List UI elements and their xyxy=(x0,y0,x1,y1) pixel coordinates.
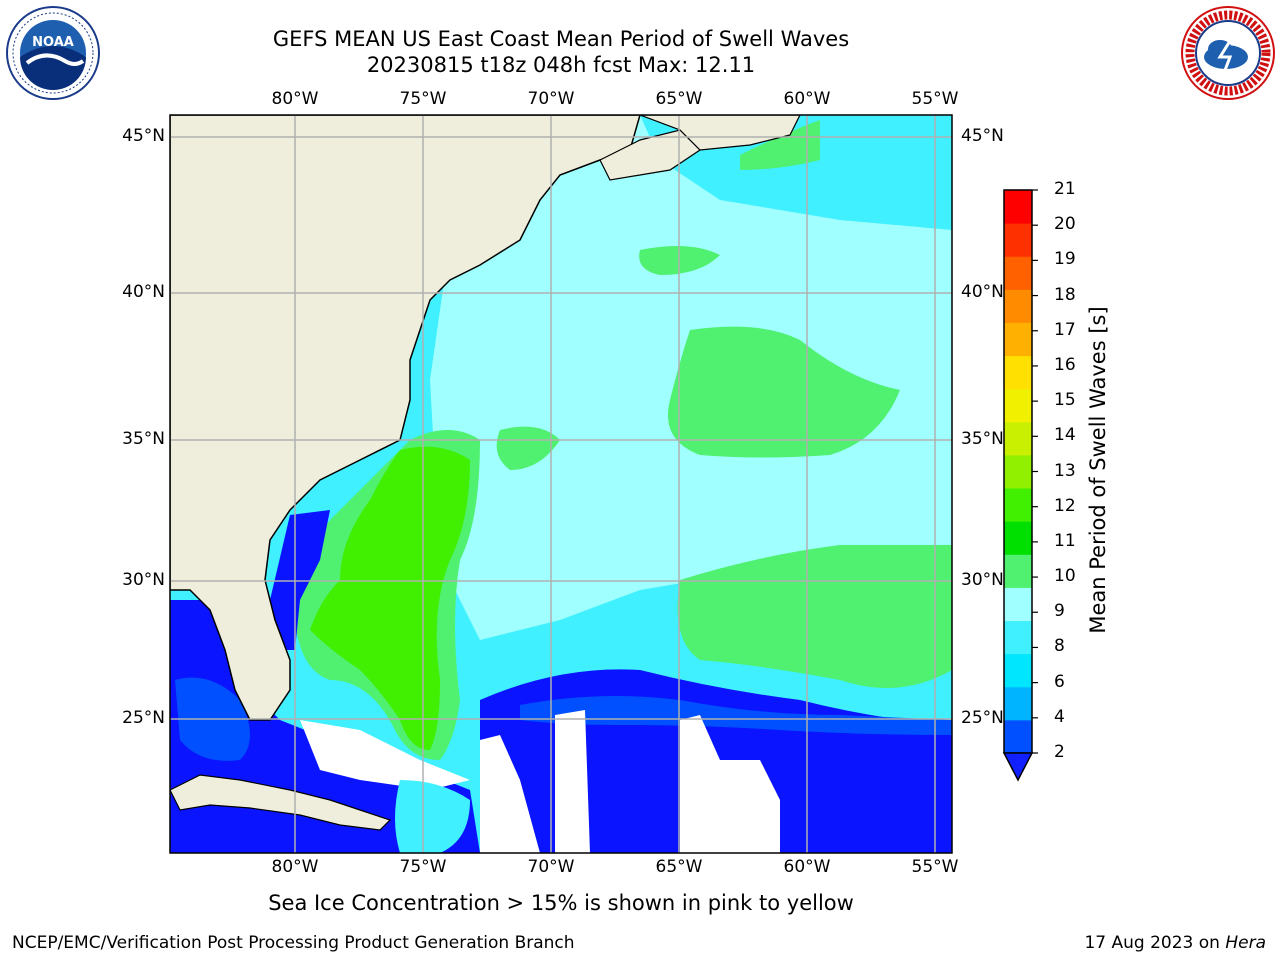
lon-label-bottom-55: 55°W xyxy=(911,857,959,877)
colorbar-segment xyxy=(1004,653,1032,688)
colorbar-title: Mean Period of Swell Waves [s] xyxy=(1086,306,1110,634)
colorbar-segment xyxy=(1004,355,1032,390)
colorbar-segment xyxy=(1004,719,1032,754)
title-line-1: GEFS MEAN US East Coast Mean Period of S… xyxy=(272,27,850,51)
colorbar xyxy=(1003,189,1038,754)
lon-label-top-65: 65°W xyxy=(655,89,703,109)
lon-label-top-60: 60°W xyxy=(783,89,831,109)
colorbar-tick-label: 4 xyxy=(1054,706,1065,727)
lat-label-left-25: 25°N xyxy=(122,708,165,728)
colorbar-tick-label: 13 xyxy=(1054,460,1076,481)
colorbar-tick-label: 11 xyxy=(1054,530,1076,551)
lat-label-right-35: 35°N xyxy=(961,429,1004,449)
lon-label-top-70: 70°W xyxy=(527,89,575,109)
graticule xyxy=(170,115,952,853)
caribbean-cyan xyxy=(395,780,470,853)
green-patch-central xyxy=(668,326,900,458)
colorbar-extend-arrow xyxy=(1002,752,1034,782)
lon-label-bottom-60: 60°W xyxy=(783,857,831,877)
colorbar-segment xyxy=(1004,521,1032,555)
gulf-stream-core xyxy=(310,446,470,750)
colorbar-segment xyxy=(1004,256,1032,290)
colorbar-tick-label: 14 xyxy=(1054,425,1076,446)
region-6-8s-north xyxy=(540,115,952,230)
blue-band-south xyxy=(520,696,952,735)
colorbar-segment xyxy=(1004,388,1032,423)
deep-blue-coast xyxy=(270,510,330,650)
colorbar-segment xyxy=(1004,454,1032,489)
lon-label-bottom-70: 70°W xyxy=(527,857,575,877)
no-data-3 xyxy=(480,735,540,853)
colorbar-tick-label: 12 xyxy=(1054,495,1076,516)
colorbar-tick-label: 21 xyxy=(1054,179,1076,199)
colorbar-segment xyxy=(1004,686,1032,721)
colorbar-segment xyxy=(1004,289,1032,323)
no-data-1 xyxy=(555,710,590,853)
footer-date: 17 Aug 2023 on Hera xyxy=(1084,933,1266,953)
colorbar-segment xyxy=(1004,322,1032,357)
svg-text:NOAA: NOAA xyxy=(32,35,74,50)
colorbar-tick-label: 17 xyxy=(1054,319,1076,340)
lat-label-right-40: 40°N xyxy=(961,282,1004,302)
green-patch-small-2 xyxy=(496,426,560,470)
colorbar-tick-label: 6 xyxy=(1054,671,1065,692)
green-patch-north xyxy=(740,120,820,170)
colorbar-segment xyxy=(1004,488,1032,522)
north-america-land xyxy=(170,115,641,721)
lat-label-left-35: 35°N xyxy=(122,429,165,449)
colorbar-segment xyxy=(1004,554,1032,588)
lon-label-bottom-65: 65°W xyxy=(655,857,703,877)
lat-label-right-30: 30°N xyxy=(961,570,1004,590)
footer-branch: NCEP/EMC/Verification Post Processing Pr… xyxy=(12,933,575,953)
lat-label-left-30: 30°N xyxy=(122,570,165,590)
lat-label-left-40: 40°N xyxy=(122,282,165,302)
colorbar-tick-label: 15 xyxy=(1054,390,1076,411)
nws-logo xyxy=(1181,6,1275,100)
colorbar-tick-label: 2 xyxy=(1054,742,1065,762)
no-data-bahamas xyxy=(300,720,470,790)
colorbar-segment xyxy=(1004,620,1032,655)
no-data-2 xyxy=(680,715,780,853)
colorbar-tick-label: 18 xyxy=(1054,284,1076,305)
map-frame xyxy=(169,114,953,854)
footer-date-text: 17 Aug 2023 on xyxy=(1084,933,1226,953)
lat-label-left-45: 45°N xyxy=(122,126,165,146)
colorbar-segment xyxy=(1004,190,1032,224)
colorbar-segment xyxy=(1004,421,1032,456)
lat-label-right-45: 45°N xyxy=(961,126,1004,146)
noaa-logo: NOAA xyxy=(6,6,100,100)
maritimes-land xyxy=(639,115,801,151)
colorbar-tick-label: 20 xyxy=(1054,214,1076,235)
colorbar-tick-label: 8 xyxy=(1054,636,1065,657)
colorbar-tick-label: 19 xyxy=(1054,249,1076,270)
lon-label-top-55: 55°W xyxy=(911,89,959,109)
title-line-2: 20230815 t18z 048h fcst Max: 12.11 xyxy=(366,53,756,77)
lon-label-bottom-80: 80°W xyxy=(271,857,319,877)
colorbar-tick-label: 10 xyxy=(1054,566,1076,587)
lon-label-bottom-75: 75°W xyxy=(399,857,447,877)
colorbar-segment xyxy=(1004,223,1032,257)
colorbar-tick-label: 16 xyxy=(1054,354,1076,375)
nova-scotia-land xyxy=(599,129,701,181)
chart-title: GEFS MEAN US East Coast Mean Period of S… xyxy=(170,26,952,78)
cuba-land xyxy=(170,774,392,831)
footer-machine: Hera xyxy=(1225,933,1266,953)
lon-label-top-75: 75°W xyxy=(399,89,447,109)
colorbar-segment xyxy=(1004,587,1032,622)
lat-label-right-25: 25°N xyxy=(961,708,1004,728)
colorbar-tick-label: 9 xyxy=(1054,601,1065,622)
lon-label-top-80: 80°W xyxy=(271,89,319,109)
sea-ice-note: Sea Ice Concentration > 15% is shown in … xyxy=(268,891,854,915)
